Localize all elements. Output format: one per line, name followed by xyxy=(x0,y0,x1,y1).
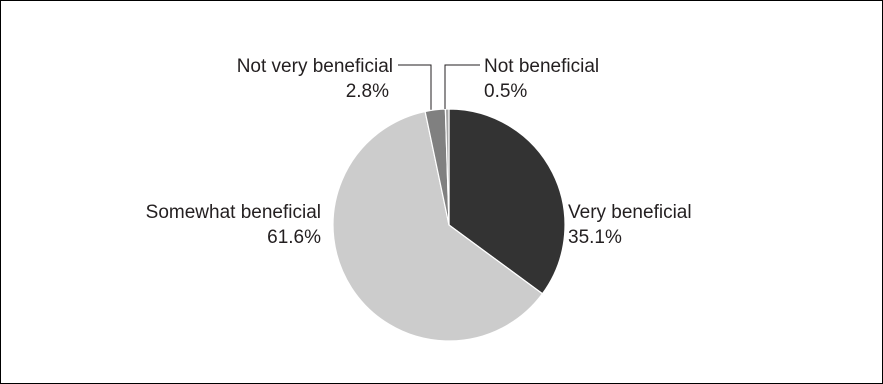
pie-slice-somewhat-beneficial xyxy=(332,110,544,342)
slice-value-not-very-beneficial: 2.8% xyxy=(346,81,389,102)
leader-lines xyxy=(398,64,480,110)
slice-label-not-beneficial: Not beneficial xyxy=(484,56,599,77)
slice-label-very-beneficial: Very beneficial xyxy=(568,202,692,223)
slice-label-not-very-beneficial: Not very beneficial xyxy=(237,56,393,77)
slice-value-not-beneficial: 0.5% xyxy=(484,81,527,102)
pie-slice-not-beneficial xyxy=(444,108,450,226)
leader-line-not-very-beneficial xyxy=(398,64,432,110)
slice-value-somewhat-beneficial: 61.6% xyxy=(267,227,321,248)
pie-slice-very-beneficial xyxy=(448,108,566,295)
slice-label-somewhat-beneficial: Somewhat beneficial xyxy=(146,202,321,223)
leader-line-not-beneficial xyxy=(444,64,480,109)
pie-slices xyxy=(332,108,566,342)
slice-value-very-beneficial: 35.1% xyxy=(568,227,622,248)
